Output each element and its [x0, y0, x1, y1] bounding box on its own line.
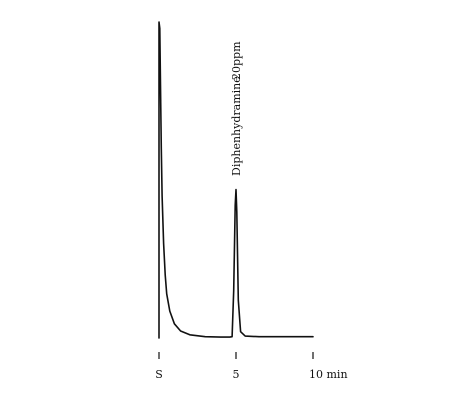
x-tick-label: 5: [233, 368, 240, 381]
x-tick-label: 10 min: [309, 368, 348, 381]
x-axis-ticks: S 5 10 min: [155, 352, 348, 381]
chromatogram-trace: [158, 21, 314, 339]
peak-label: Diphenhydramine: [230, 76, 243, 176]
peak-concentration-label: 20ppm: [230, 41, 243, 80]
x-tick-label: S: [155, 368, 163, 381]
